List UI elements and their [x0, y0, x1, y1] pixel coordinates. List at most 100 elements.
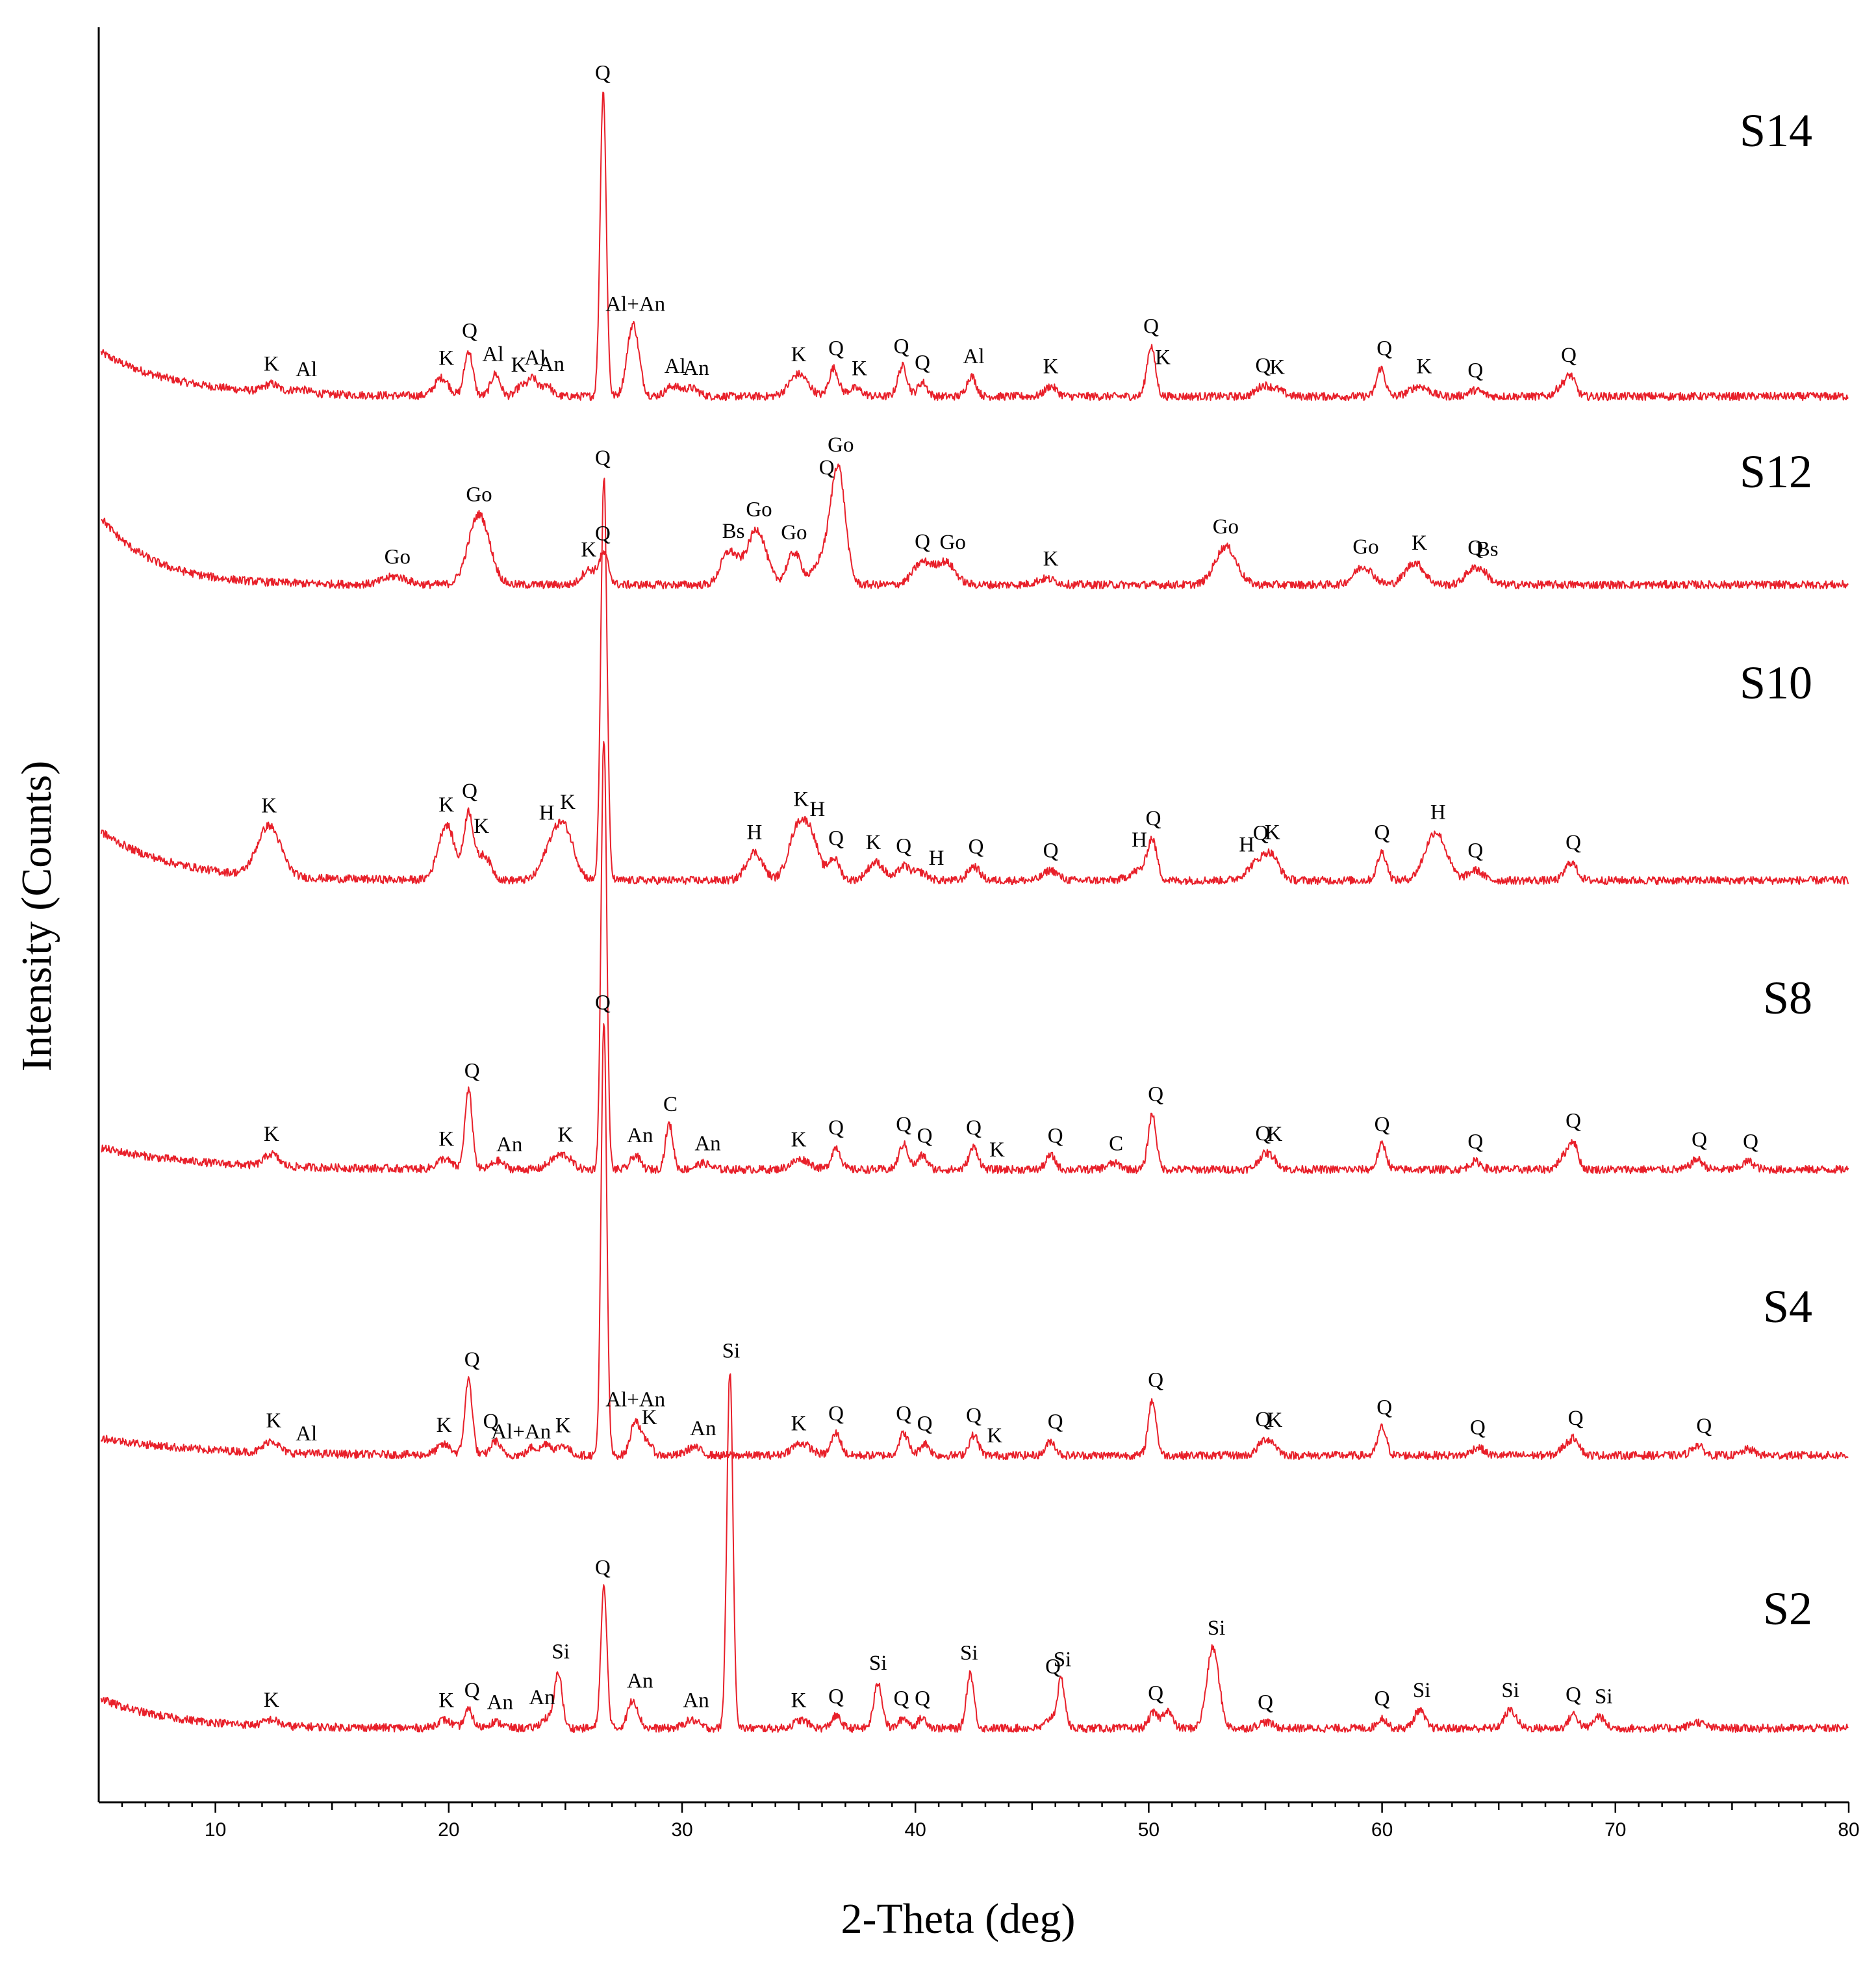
peak-label: Go: [828, 433, 854, 457]
peak-label: K: [866, 831, 881, 854]
peak-label: Q: [1568, 1407, 1584, 1430]
peak-label: K: [791, 1689, 807, 1713]
peak-label: K: [791, 1129, 807, 1152]
peak-label: Bs: [722, 520, 745, 543]
peak-label: H: [746, 821, 762, 845]
peak-label: Bs: [1476, 538, 1499, 561]
peak-label: Q: [1470, 1416, 1486, 1440]
peak-label: An: [529, 1686, 555, 1709]
peak-label: Q: [828, 1685, 844, 1708]
peak-label: Q: [1561, 344, 1577, 367]
peak-label: Q: [462, 320, 477, 343]
peak-label: C: [663, 1093, 678, 1116]
trace-s10: [100, 478, 1849, 886]
peak-label: Go: [746, 498, 772, 522]
peak-label: Q: [1696, 1414, 1712, 1438]
peak-label: Go: [1213, 515, 1239, 539]
peak-label: K: [474, 815, 489, 838]
peak-label: Q: [828, 1402, 844, 1425]
peak-label: K: [791, 1412, 807, 1435]
peak-label: K: [264, 1123, 279, 1146]
x-axis-title: 2-Theta (deg): [841, 1895, 1076, 1943]
peak-label: Si: [1501, 1679, 1519, 1702]
peak-label: Si: [1208, 1616, 1226, 1640]
peak-label: Q: [1048, 1124, 1063, 1147]
x-tick-label: 50: [1138, 1819, 1160, 1841]
sample-label-s10: S10: [1740, 657, 1812, 709]
peak-label: Q: [1148, 1681, 1163, 1705]
trace-s4: [100, 1023, 1849, 1461]
peak-label: An: [539, 353, 564, 376]
peak-label: K: [1269, 356, 1285, 379]
peak-label: Q: [966, 1116, 982, 1140]
peak-label: K: [266, 1409, 281, 1433]
peak-label: Q: [1467, 1130, 1483, 1154]
peak-label: Q: [483, 1410, 499, 1433]
peak-label: K: [989, 1138, 1005, 1162]
peak-label: Q: [915, 1687, 930, 1711]
peak-label: Si: [551, 1640, 570, 1664]
peak-label: Q: [464, 1679, 480, 1702]
peak-label: Q: [1255, 354, 1271, 377]
peak-label: Q: [1043, 839, 1059, 863]
y-axis-title: Intensity (Counts): [13, 761, 60, 1071]
peak-label: Go: [1352, 535, 1378, 559]
peak-label: An: [683, 1689, 709, 1713]
x-tick-label: 80: [1838, 1819, 1859, 1841]
peak-label: Q: [1375, 821, 1390, 845]
peak-label: Al+An: [605, 292, 665, 316]
peak-label: Go: [940, 531, 966, 554]
peak-label: Q: [966, 1404, 982, 1427]
peak-label: K: [261, 795, 277, 818]
peak-label: K: [791, 343, 807, 366]
peak-label: Q: [1376, 337, 1392, 361]
peak-label: H: [539, 802, 555, 825]
peak-label: K: [1043, 548, 1059, 571]
peak-label: K: [557, 1123, 573, 1147]
x-tick-label: 60: [1371, 1819, 1393, 1841]
peak-label: K: [511, 353, 527, 377]
x-tick-label: 40: [905, 1819, 926, 1841]
sample-label-s2: S2: [1763, 1583, 1812, 1635]
peak-label: K: [1265, 821, 1280, 845]
peak-label: Q: [1143, 315, 1159, 338]
peak-label: Q: [1148, 1083, 1163, 1106]
peak-label: K: [1416, 355, 1432, 379]
xrd-traces: [100, 92, 1849, 1733]
peak-label: Al: [296, 1422, 317, 1446]
peak-label: K: [793, 787, 809, 811]
peak-label: K: [581, 539, 596, 562]
sample-label-s4: S4: [1763, 1281, 1812, 1333]
x-tick-label: 20: [438, 1819, 459, 1841]
x-tick-label: 70: [1604, 1819, 1626, 1841]
peak-label: Q: [1467, 537, 1483, 560]
peak-label: Al: [665, 355, 686, 378]
trace-s14: [100, 92, 1849, 402]
peak-label: Si: [869, 1652, 887, 1675]
peak-label: Q: [464, 1348, 480, 1372]
peak-label: Q: [894, 1687, 909, 1711]
peak-label: Q: [1375, 1687, 1390, 1711]
peak-label: Si: [1595, 1685, 1613, 1708]
peak-label: K: [560, 791, 576, 814]
x-ticks: 10 20 30 40 50 60 70 80: [121, 1802, 1860, 1841]
peak-label: Q: [915, 351, 930, 374]
peak-label: Q: [595, 446, 611, 470]
peak-label: Q: [969, 835, 984, 858]
peak-label: H: [929, 847, 944, 870]
peak-label: Q: [896, 834, 911, 858]
peak-label: H: [1430, 801, 1446, 824]
axes: 10 20 30 40 50 60 70 80: [97, 27, 1860, 1841]
peak-label: H: [809, 798, 825, 821]
peak-label: Q: [1258, 1691, 1273, 1715]
peak-label: Q: [915, 530, 930, 554]
peak-label: K: [642, 1406, 657, 1429]
peak-label: K: [264, 1689, 279, 1712]
peak-label: Q: [1467, 359, 1483, 383]
peak-label: An: [683, 357, 709, 380]
peak-label: Q: [595, 522, 611, 545]
peak-label: Q: [819, 456, 835, 479]
peak-label: Si: [960, 1642, 978, 1665]
